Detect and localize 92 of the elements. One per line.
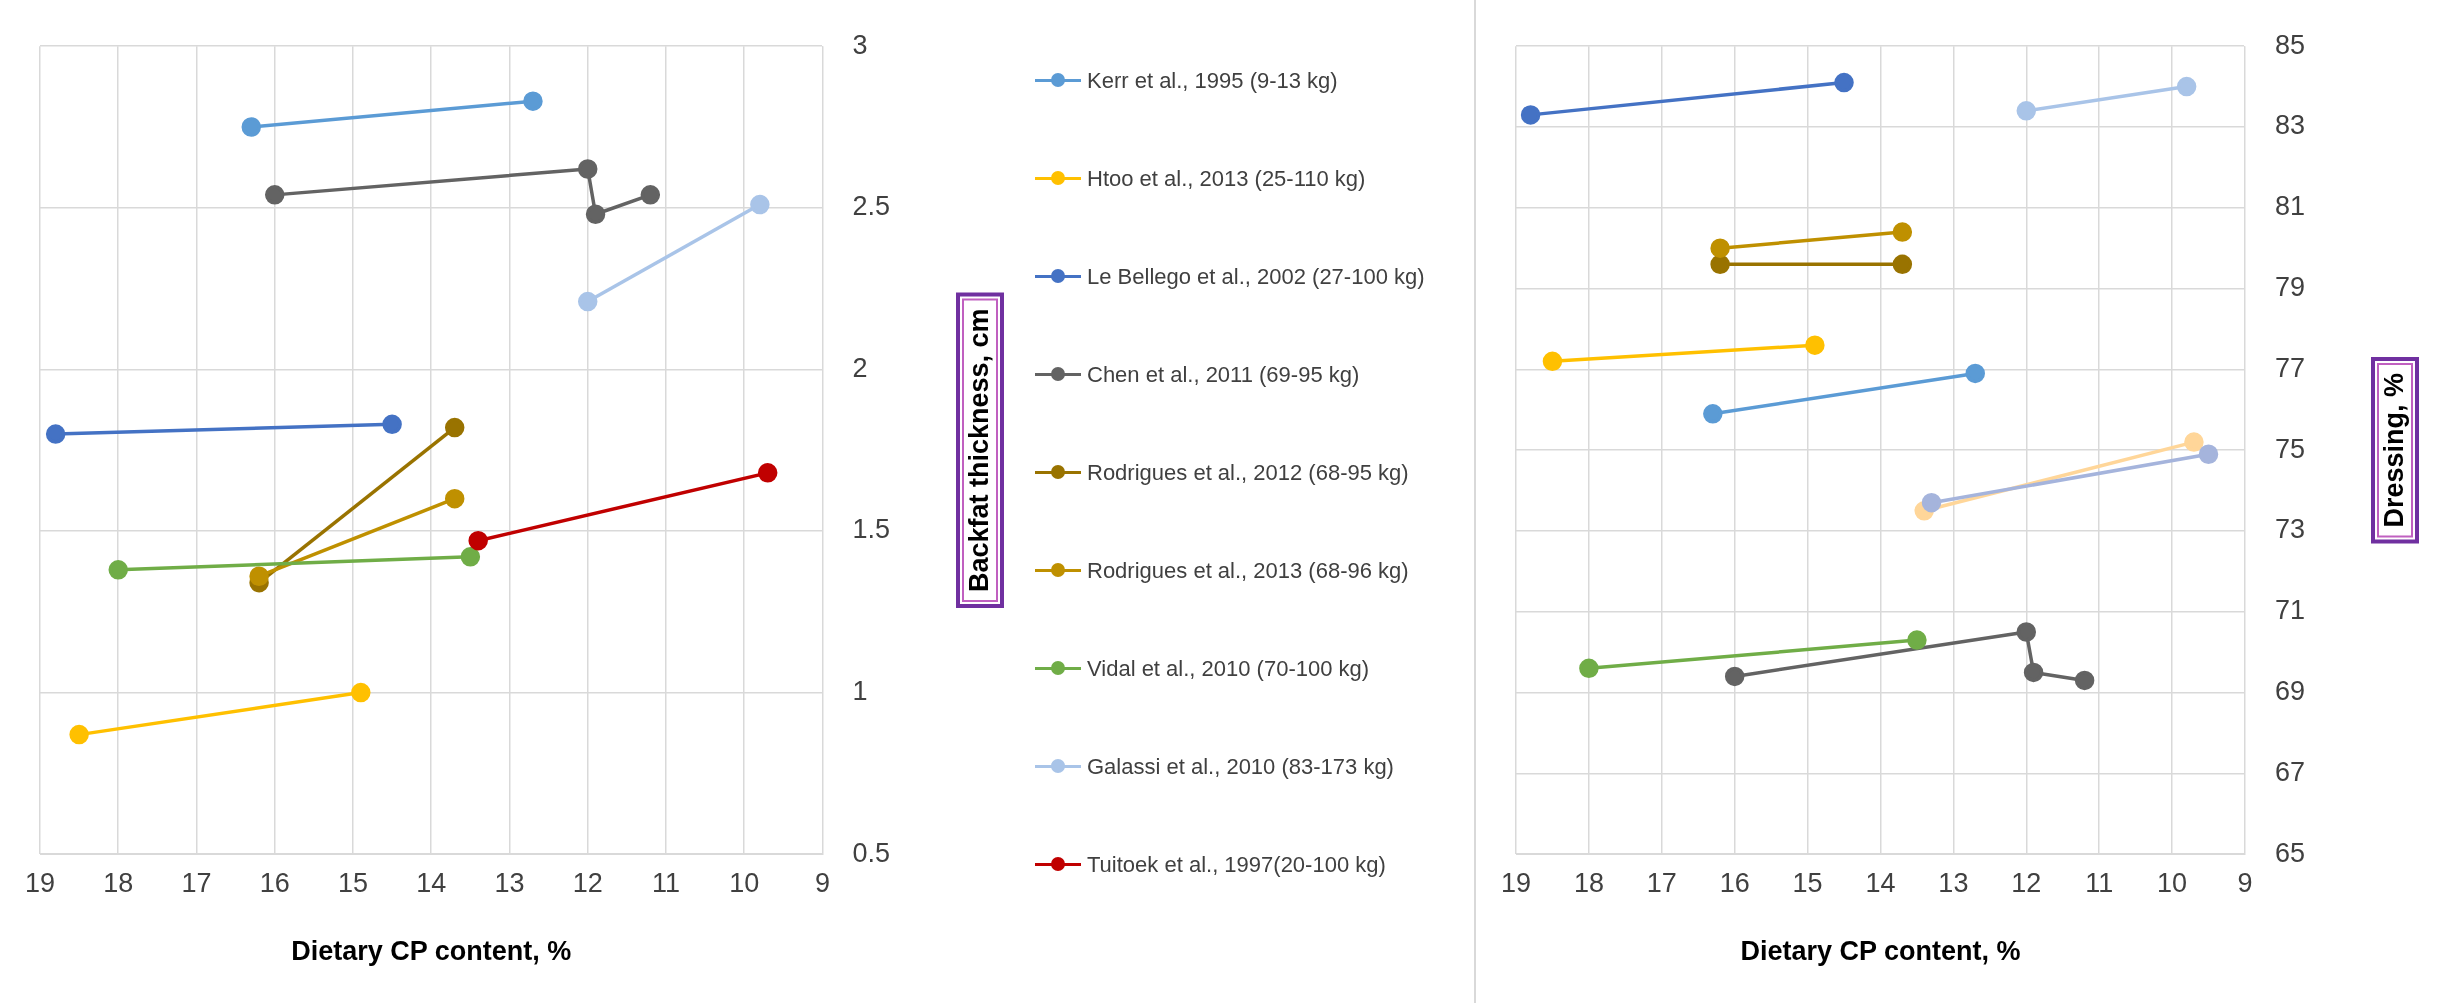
point — [69, 724, 89, 745]
point — [468, 530, 488, 551]
point — [444, 417, 465, 438]
point — [1834, 72, 1854, 93]
point — [1579, 658, 1599, 679]
y-tick-label: 79 — [2274, 272, 2306, 303]
point — [750, 194, 770, 215]
point — [1724, 666, 1745, 687]
x-tick-label: 17 — [1646, 867, 1677, 898]
point — [1965, 363, 1985, 384]
y-tick-label: 67 — [2274, 756, 2306, 787]
x-axis-title: Dietary CP content, % — [291, 936, 572, 967]
x-tick-label: 17 — [181, 867, 212, 898]
point — [1892, 254, 1913, 275]
point — [1805, 335, 1825, 355]
x-tick-label: 15 — [1792, 867, 1823, 898]
y-tick-label: 0.5 — [852, 837, 891, 868]
point — [351, 682, 371, 703]
point — [1907, 630, 1927, 650]
y-axis-title: Dressing, % — [2379, 372, 2410, 528]
y-tick-label: 2 — [852, 352, 868, 383]
x-tick-label: 10 — [2157, 867, 2188, 898]
x-tick-label: 11 — [2085, 867, 2114, 898]
point — [2023, 662, 2044, 683]
y-tick-label: 3 — [852, 29, 868, 60]
point — [382, 414, 402, 435]
point — [1710, 238, 1730, 258]
x-tick-label: 16 — [1719, 867, 1750, 898]
point — [2176, 76, 2197, 97]
legend-label: Htoo et al., 2013 (25-110 kg) — [1087, 166, 1366, 192]
point — [577, 159, 598, 179]
legend-label: Chen et al., 2011 (69-95 kg) — [1087, 362, 1360, 388]
point — [1520, 105, 1541, 125]
y-tick-label: 77 — [2274, 352, 2306, 383]
y-tick-label: 73 — [2274, 514, 2306, 545]
point — [1542, 351, 1563, 372]
x-tick-label: 15 — [337, 867, 369, 898]
x-tick-label: 19 — [1500, 867, 1532, 898]
point — [2074, 670, 2095, 691]
x-tick-label: 16 — [259, 867, 290, 898]
x-tick-label: 14 — [416, 867, 447, 898]
x-tick-label: 9 — [2237, 867, 2253, 898]
legend-label: Rodrigues et al., 2012 (68-95 kg) — [1087, 460, 1409, 486]
y-tick-label: 81 — [2274, 191, 2306, 222]
x-tick-label: 13 — [494, 867, 525, 898]
point — [2184, 432, 2204, 452]
y-tick-label: 83 — [2274, 110, 2306, 141]
x-axis-title: Dietary CP content, % — [1740, 936, 2021, 967]
x-tick-label: 14 — [1865, 867, 1896, 898]
x-tick-label: 13 — [1938, 867, 1969, 898]
point — [585, 204, 606, 225]
legend-label: Rodrigues et al., 2013 (68-96 kg) — [1087, 558, 1409, 584]
legend-label: Kerr et al., 1995 (9-13 kg) — [1087, 68, 1338, 94]
x-tick-label: 11 — [651, 867, 680, 898]
point — [264, 185, 285, 205]
point — [108, 560, 128, 580]
point — [249, 566, 269, 586]
point — [1703, 404, 1723, 424]
legend-label: Galassi et al., 2010 (83-173 kg) — [1087, 754, 1394, 780]
point — [640, 185, 661, 205]
legend-label: Le Bellego et al., 2002 (27-100 kg) — [1087, 264, 1425, 290]
y-tick-label: 85 — [2274, 29, 2306, 60]
point — [2016, 622, 2037, 642]
x-tick-label: 12 — [2011, 867, 2042, 898]
x-tick-label: 9 — [814, 867, 830, 898]
point — [577, 291, 598, 312]
x-tick-label: 19 — [24, 867, 56, 898]
y-tick-label: 1.5 — [852, 514, 891, 545]
x-tick-label: 18 — [103, 867, 134, 898]
legend-label: Vidal et al., 2010 (70-100 kg) — [1087, 656, 1370, 682]
point — [2198, 444, 2219, 464]
point — [757, 463, 778, 483]
x-tick-label: 10 — [729, 867, 760, 898]
point — [1921, 492, 1942, 513]
y-tick-label: 69 — [2274, 676, 2306, 707]
point — [444, 488, 465, 509]
x-tick-label: 12 — [572, 867, 603, 898]
y-tick-label: 2.5 — [852, 191, 891, 222]
y-axis-title: Backfat thickness, cm — [964, 308, 995, 593]
y-tick-label: 71 — [2274, 595, 2306, 626]
y-tick-label: 75 — [2274, 433, 2306, 464]
point — [523, 91, 543, 111]
legend-label: Tuitoek et al., 1997(20-100 kg) — [1087, 852, 1386, 878]
point — [2016, 101, 2037, 121]
y-tick-label: 65 — [2274, 837, 2306, 868]
point — [241, 117, 262, 137]
point — [1892, 222, 1913, 242]
point — [1710, 254, 1730, 275]
x-tick-label: 18 — [1573, 867, 1604, 898]
point — [45, 424, 66, 444]
point — [460, 547, 481, 567]
y-tick-label: 1 — [852, 676, 868, 707]
